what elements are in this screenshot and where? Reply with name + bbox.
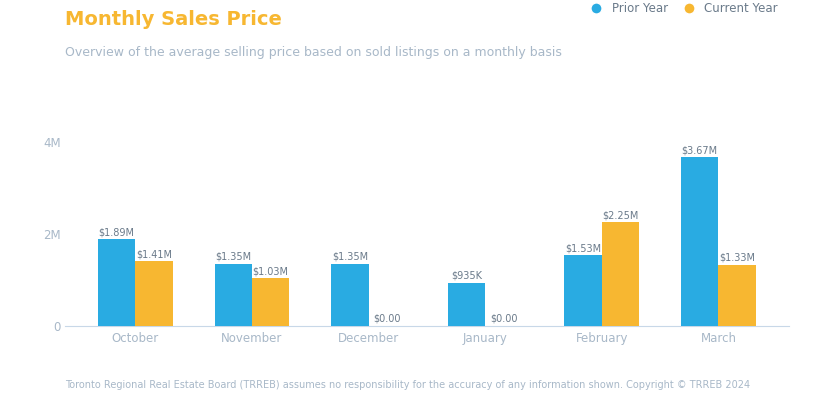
Text: $1.35M: $1.35M	[332, 252, 368, 262]
Text: $2.25M: $2.25M	[602, 210, 639, 220]
Text: $1.53M: $1.53M	[565, 243, 601, 254]
Text: $1.89M: $1.89M	[98, 227, 135, 237]
Bar	[98, 239, 135, 326]
Legend: Prior Year, Current Year: Prior Year, Current Year	[580, 0, 783, 19]
Text: Monthly Sales Price: Monthly Sales Price	[65, 10, 282, 29]
Text: $935K: $935K	[451, 271, 482, 281]
Bar	[719, 264, 756, 326]
Bar	[602, 222, 639, 326]
Text: $0.00: $0.00	[373, 314, 401, 324]
Text: $1.41M: $1.41M	[136, 249, 172, 259]
Text: $1.03M: $1.03M	[253, 266, 289, 276]
Text: $1.33M: $1.33M	[719, 252, 755, 263]
Bar	[681, 157, 719, 326]
Bar	[135, 261, 172, 326]
Bar	[215, 264, 252, 326]
Text: Toronto Regional Real Estate Board (TRREB) assumes no responsibility for the acc: Toronto Regional Real Estate Board (TRRE…	[65, 380, 750, 390]
Text: $1.35M: $1.35M	[215, 252, 251, 262]
Text: $3.67M: $3.67M	[681, 145, 718, 155]
Bar	[252, 278, 289, 326]
Bar	[564, 255, 602, 326]
Text: Overview of the average selling price based on sold listings on a monthly basis: Overview of the average selling price ba…	[65, 46, 562, 59]
Bar	[448, 283, 485, 326]
Text: $0.00: $0.00	[490, 314, 518, 324]
Bar	[331, 264, 368, 326]
